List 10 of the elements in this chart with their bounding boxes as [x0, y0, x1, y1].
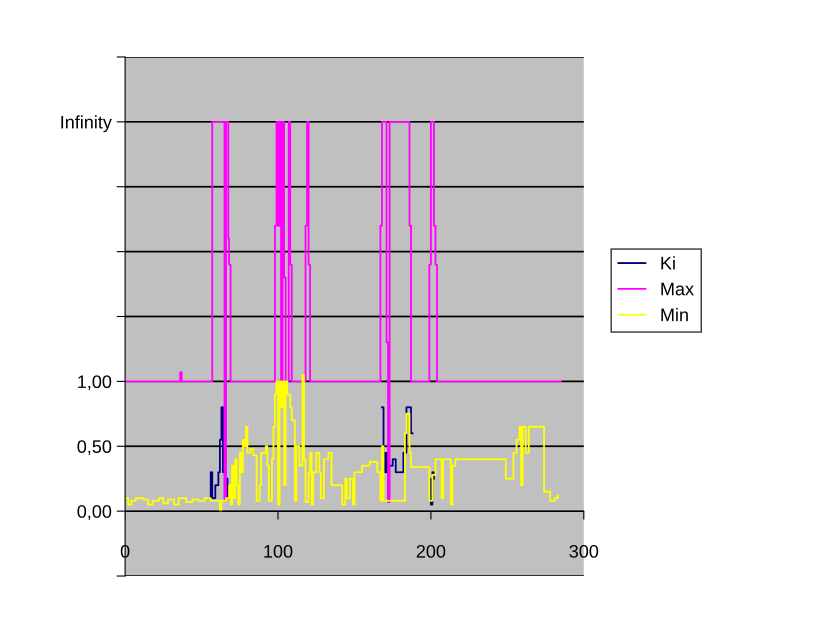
y-tick-label: 0,50	[77, 440, 112, 456]
y-tick-label: 1,00	[78, 375, 112, 390]
x-tick-label: 300	[569, 544, 598, 558]
y-tick-label: Infinity	[61, 115, 112, 132]
x-tick-label: 100	[264, 544, 292, 558]
legend-label: Min	[661, 308, 688, 322]
legend-label: Max	[661, 282, 694, 296]
x-tick-label: 200	[416, 544, 446, 558]
legend-label: Ki	[661, 256, 675, 270]
y-tick-label: 0,00	[77, 505, 112, 520]
